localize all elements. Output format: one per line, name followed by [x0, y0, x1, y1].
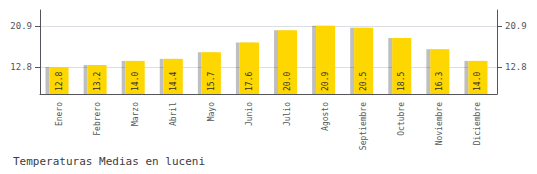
svg-text:Abril: Abril: [169, 102, 178, 126]
svg-text:Septiembre: Septiembre: [359, 102, 368, 150]
svg-text:20.0: 20.0: [283, 72, 292, 91]
svg-text:14.4: 14.4: [169, 72, 178, 91]
svg-text:12.8: 12.8: [55, 72, 64, 91]
svg-text:12.8: 12.8: [505, 62, 527, 72]
svg-text:15.7: 15.7: [207, 72, 216, 91]
svg-text:16.3: 16.3: [435, 72, 444, 91]
svg-text:Junio: Junio: [245, 102, 254, 126]
svg-text:12.8: 12.8: [10, 62, 32, 72]
svg-text:14.0: 14.0: [473, 72, 482, 91]
svg-text:Julio: Julio: [283, 102, 292, 126]
svg-text:Mayo: Mayo: [207, 102, 216, 121]
svg-text:Noviembre: Noviembre: [435, 102, 444, 146]
svg-text:17.6: 17.6: [245, 72, 254, 91]
svg-text:Enero: Enero: [55, 102, 64, 126]
svg-text:20.9: 20.9: [505, 21, 527, 31]
svg-text:20.5: 20.5: [359, 72, 368, 91]
svg-text:Febrero: Febrero: [93, 102, 102, 136]
svg-text:13.2: 13.2: [93, 72, 102, 91]
svg-text:Diciembre: Diciembre: [473, 102, 482, 146]
svg-text:Temperaturas Medias en luceni: Temperaturas Medias en luceni: [13, 155, 205, 168]
svg-text:Agosto: Agosto: [321, 102, 330, 131]
svg-text:18.5: 18.5: [397, 72, 406, 91]
svg-text:Marzo: Marzo: [131, 102, 140, 126]
svg-text:20.9: 20.9: [10, 21, 32, 31]
svg-text:20.9: 20.9: [321, 72, 330, 91]
svg-text:Octubre: Octubre: [397, 102, 406, 136]
svg-text:14.0: 14.0: [131, 72, 140, 91]
